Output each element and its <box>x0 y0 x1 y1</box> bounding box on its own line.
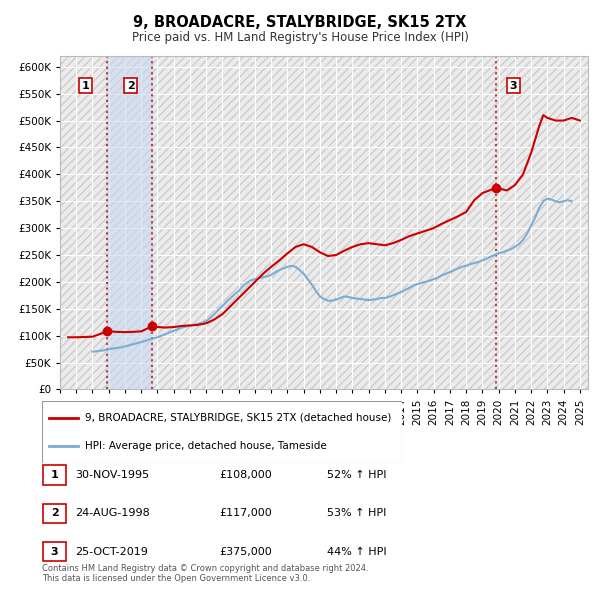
Text: Contains HM Land Registry data © Crown copyright and database right 2024.
This d: Contains HM Land Registry data © Crown c… <box>42 563 368 583</box>
FancyBboxPatch shape <box>42 401 402 463</box>
Bar <box>107 56 152 389</box>
Text: 3: 3 <box>509 81 517 91</box>
Text: £108,000: £108,000 <box>219 470 272 480</box>
Text: 30-NOV-1995: 30-NOV-1995 <box>75 470 149 480</box>
Text: HPI: Average price, detached house, Tameside: HPI: Average price, detached house, Tame… <box>85 441 327 451</box>
Text: £117,000: £117,000 <box>219 509 272 518</box>
Text: 2: 2 <box>51 509 58 518</box>
FancyBboxPatch shape <box>43 466 66 484</box>
Text: 2: 2 <box>127 81 134 91</box>
Text: 53% ↑ HPI: 53% ↑ HPI <box>327 509 386 518</box>
Text: 1: 1 <box>51 470 58 480</box>
Text: 1: 1 <box>82 81 89 91</box>
Text: 52% ↑ HPI: 52% ↑ HPI <box>327 470 386 480</box>
Text: 9, BROADACRE, STALYBRIDGE, SK15 2TX: 9, BROADACRE, STALYBRIDGE, SK15 2TX <box>133 15 467 30</box>
Text: Price paid vs. HM Land Registry's House Price Index (HPI): Price paid vs. HM Land Registry's House … <box>131 31 469 44</box>
Text: 44% ↑ HPI: 44% ↑ HPI <box>327 547 386 556</box>
Text: £375,000: £375,000 <box>219 547 272 556</box>
Text: 24-AUG-1998: 24-AUG-1998 <box>75 509 150 518</box>
Text: 3: 3 <box>51 547 58 556</box>
Text: 9, BROADACRE, STALYBRIDGE, SK15 2TX (detached house): 9, BROADACRE, STALYBRIDGE, SK15 2TX (det… <box>85 413 392 423</box>
Text: 25-OCT-2019: 25-OCT-2019 <box>75 547 148 556</box>
FancyBboxPatch shape <box>43 504 66 523</box>
FancyBboxPatch shape <box>43 542 66 561</box>
